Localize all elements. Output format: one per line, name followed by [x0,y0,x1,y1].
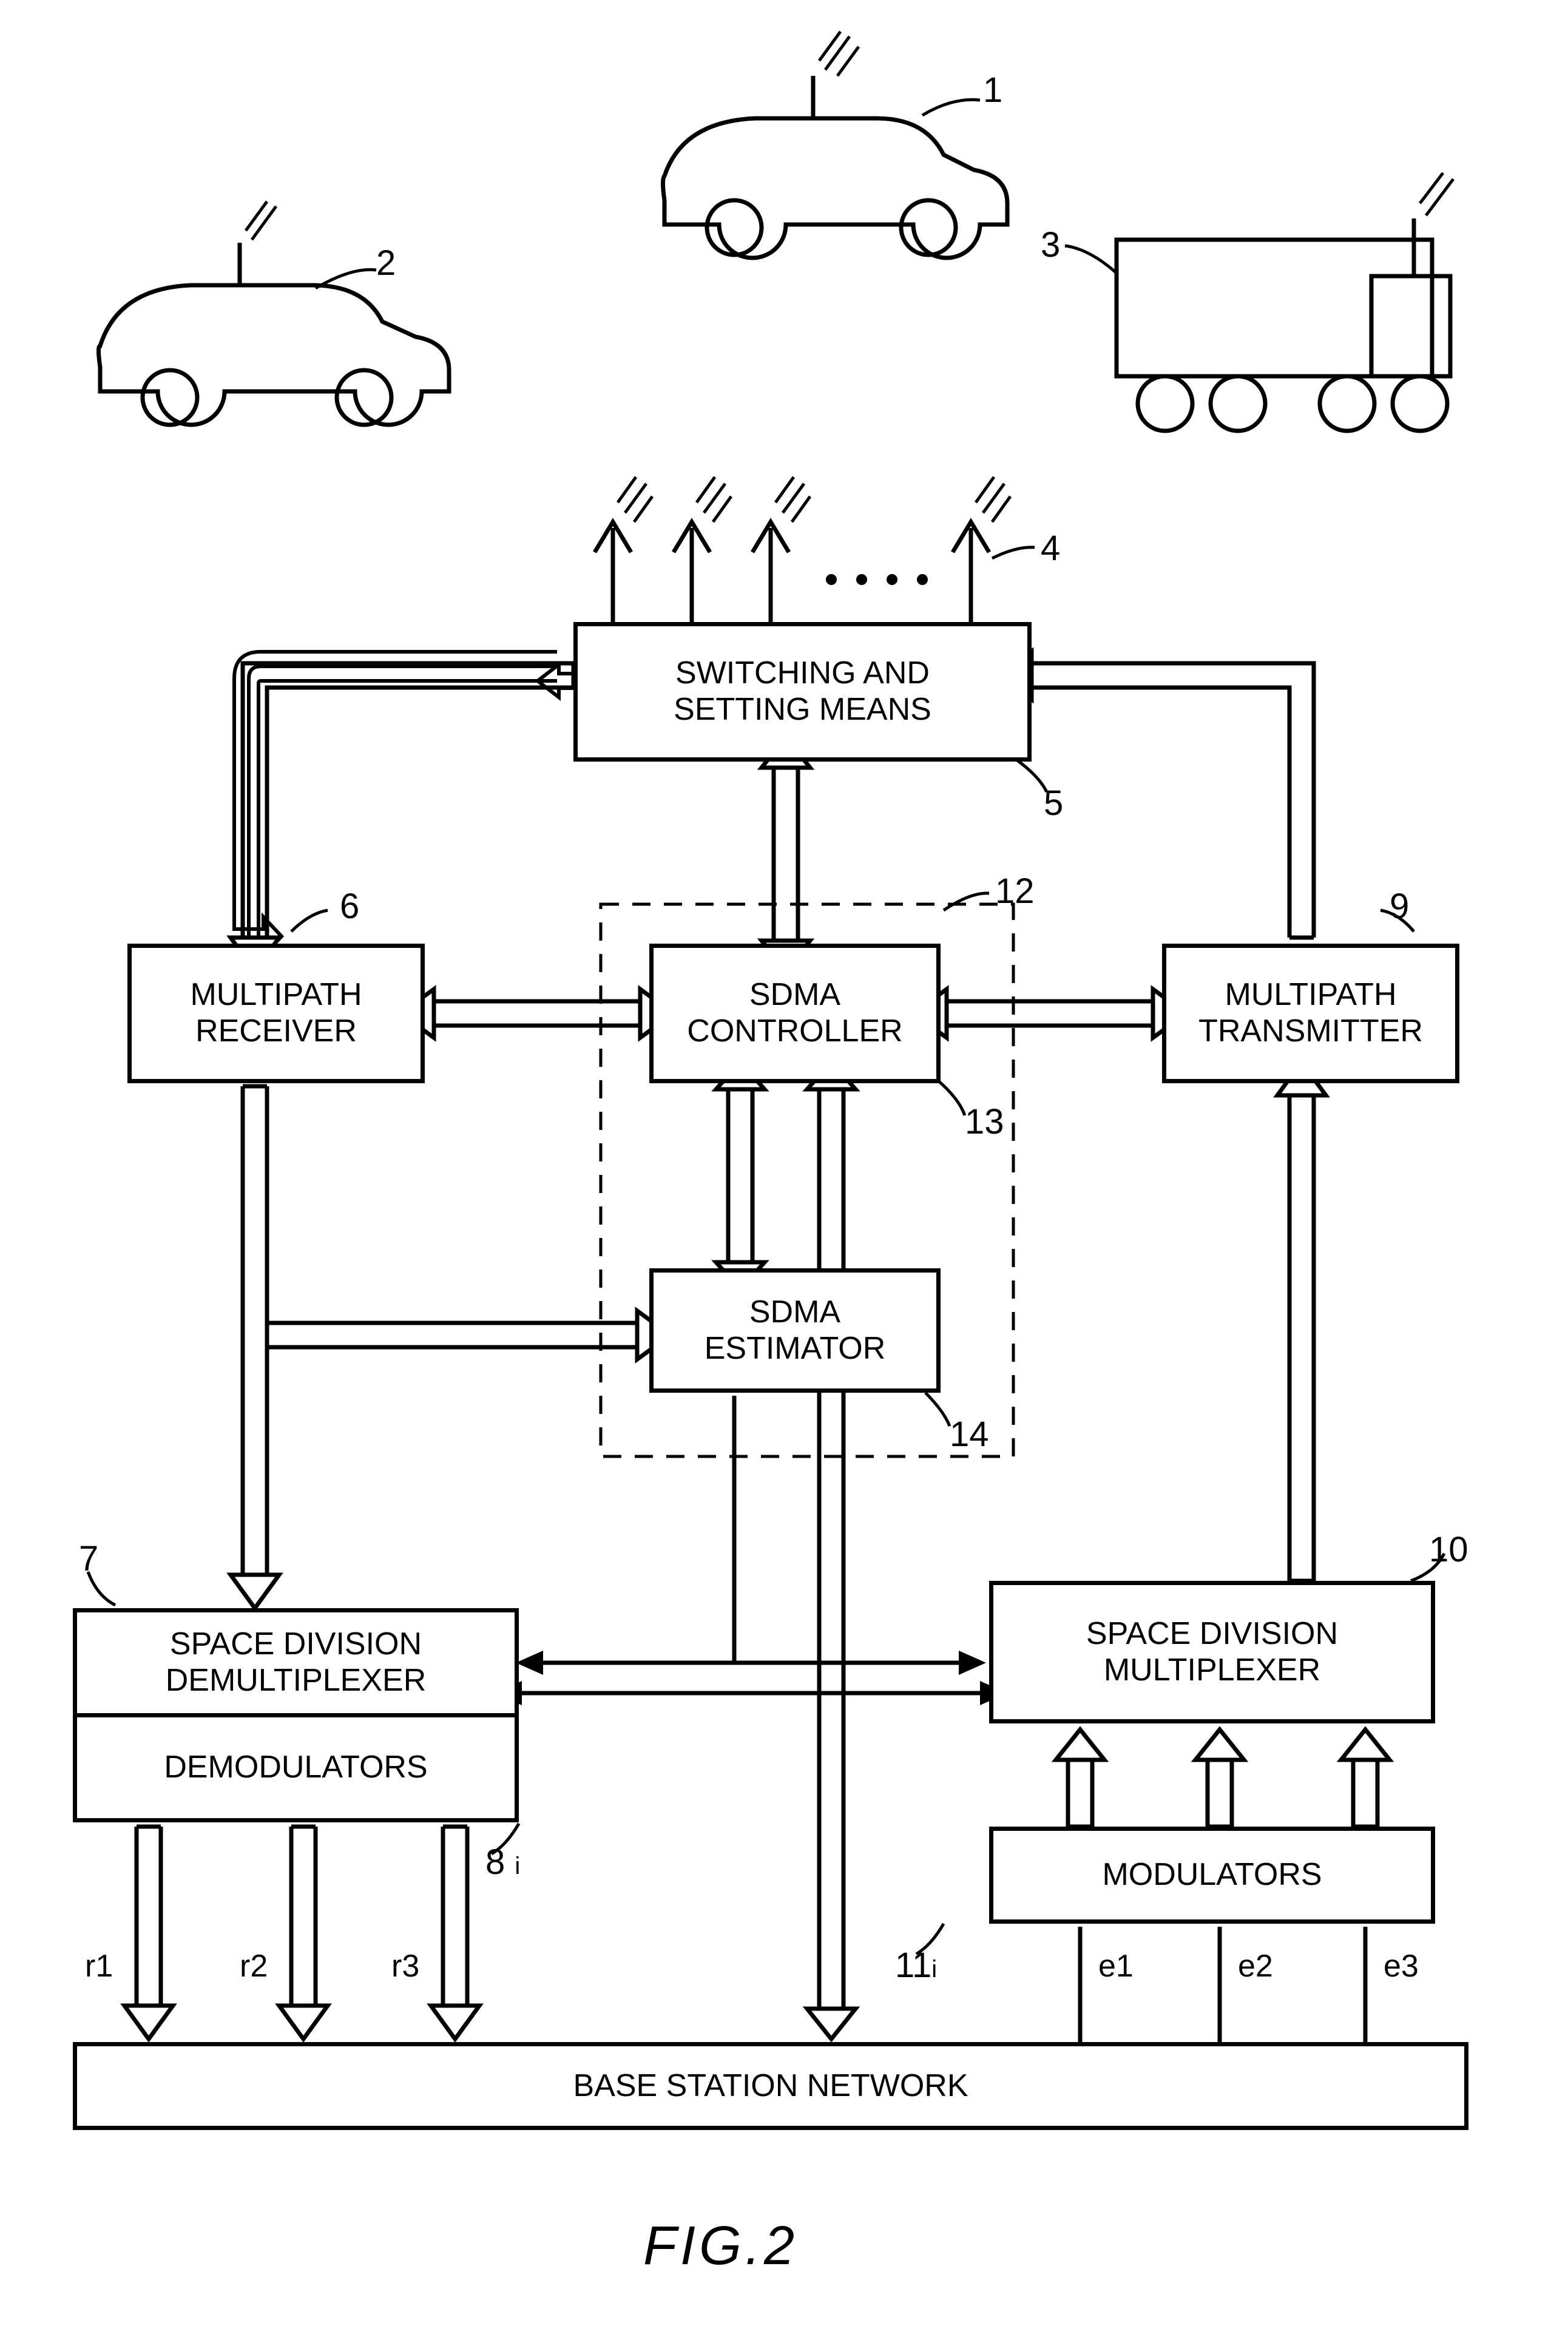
ref-4: 4 [1041,528,1060,569]
ref-13: 13 [965,1101,1004,1142]
ref-2: 2 [376,243,396,283]
space-division-demultiplexer-block: SPACE DIVISION DEMULTIPLEXER [73,1608,519,1717]
vehicle-car-2 [99,201,450,425]
vehicle-car-1 [663,32,1008,258]
ref-6: 6 [340,886,359,927]
diagram-lines [0,0,1568,2340]
ref-11: 11i [895,1945,937,1986]
ref-14: 14 [950,1414,989,1455]
space-division-multiplexer-block: SPACE DIVISION MULTIPLEXER [989,1581,1435,1723]
vehicle-truck [1065,173,1453,431]
signal-r3: r3 [391,1948,419,1984]
ref-3: 3 [1041,225,1060,265]
demodulators-block: DEMODULATORS [73,1713,519,1822]
signal-r2: r2 [240,1948,268,1984]
base-station-network-block: BASE STATION NETWORK [73,2042,1468,2130]
ref-1: 1 [983,70,1002,110]
sdma-estimator-block: SDMA ESTIMATOR [649,1268,941,1393]
ref-9: 9 [1390,886,1409,927]
ref-5: 5 [1044,783,1063,823]
modulators-block: MODULATORS [989,1827,1435,1924]
diagram-canvas: SWITCHING AND SETTING MEANS MULTIPATH RE… [0,0,1568,2340]
signal-e3: e3 [1384,1948,1419,1984]
ref-10: 10 [1429,1529,1468,1570]
multipath-transmitter-block: MULTIPATH TRANSMITTER [1162,944,1459,1083]
figure-caption: FIG.2 [643,2215,798,2277]
signal-e2: e2 [1238,1948,1273,1984]
signal-e1: e1 [1098,1948,1134,1984]
ref-12: 12 [995,871,1035,911]
switching-setting-means-block: SWITCHING AND SETTING MEANS [573,622,1032,762]
ref-8: 8 i [485,1842,520,1882]
ref-7: 7 [79,1538,98,1579]
multipath-receiver-block: MULTIPATH RECEIVER [127,944,425,1083]
sdma-controller-block: SDMA CONTROLLER [649,944,941,1083]
antenna-array [595,477,1035,622]
signal-r1: r1 [85,1948,113,1984]
